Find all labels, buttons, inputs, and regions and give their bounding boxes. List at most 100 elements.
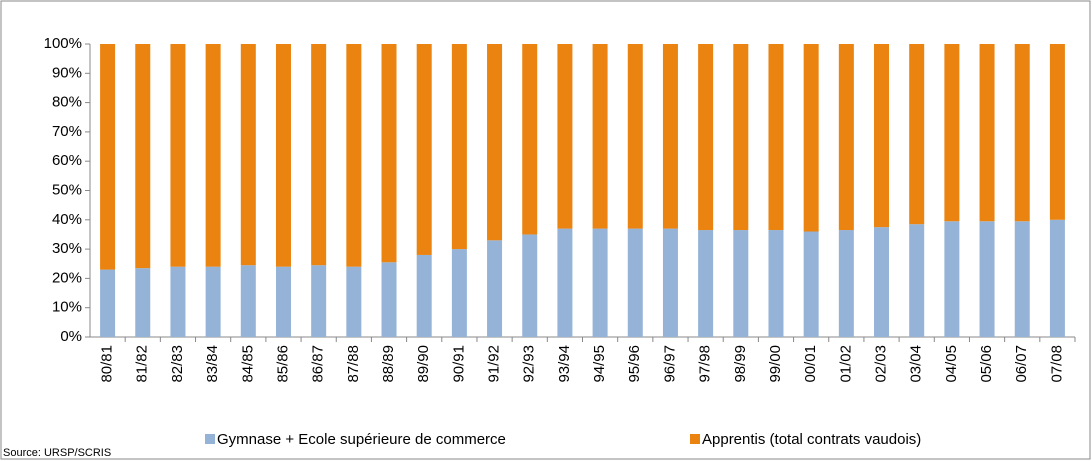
bar-segment — [627, 228, 643, 337]
bar-segment — [768, 44, 784, 231]
x-tick-label: 07/08 — [1048, 345, 1065, 383]
x-tick-label: 01/02 — [837, 345, 854, 383]
bar-segment — [240, 265, 256, 337]
bar-segment — [487, 44, 503, 241]
bar-segment — [627, 44, 643, 229]
x-tick-label: 97/98 — [697, 345, 714, 383]
bar-segment — [240, 44, 256, 266]
x-tick-label: 96/97 — [661, 345, 678, 383]
x-tick-label: 82/83 — [169, 345, 186, 383]
y-tick-label: 80% — [52, 94, 82, 111]
bar-segment — [416, 254, 432, 337]
y-tick-label: 100% — [44, 35, 82, 52]
bar-segment — [874, 227, 890, 337]
x-tick-label: 99/00 — [767, 345, 784, 383]
bar-segment — [346, 44, 362, 267]
bar-segment — [451, 44, 467, 250]
bar-segment — [346, 266, 362, 337]
x-tick-label: 92/93 — [521, 345, 538, 383]
bar-segment — [135, 44, 151, 269]
bar-segment — [451, 249, 467, 337]
bar-segment — [170, 266, 186, 337]
bar-segment — [979, 221, 995, 337]
bar-segment — [416, 44, 432, 255]
bar-segment — [909, 44, 925, 225]
y-tick-label: 40% — [52, 211, 82, 228]
bar-segment — [557, 228, 573, 337]
y-tick-label: 20% — [52, 269, 82, 286]
x-tick-label: 90/91 — [450, 345, 467, 383]
y-tick-label: 30% — [52, 240, 82, 257]
bar-segment — [944, 221, 960, 337]
legend-swatch — [690, 434, 700, 444]
x-tick-label: 06/07 — [1013, 345, 1030, 383]
bar-segment — [275, 266, 291, 337]
bar-segment — [909, 224, 925, 337]
x-tick-label: 04/05 — [943, 345, 960, 383]
x-tick-label: 02/03 — [872, 345, 889, 383]
bar-segment — [803, 231, 819, 337]
y-tick-label: 10% — [52, 299, 82, 316]
bar-segment — [698, 230, 714, 337]
bar-segment — [311, 44, 327, 266]
bar-segment — [662, 44, 678, 229]
bar-segment — [381, 262, 397, 337]
bar-segment — [768, 230, 784, 337]
bar-segment — [100, 269, 116, 337]
bar-segment — [592, 44, 608, 229]
bar-segment — [733, 44, 749, 231]
bar-segment — [838, 230, 854, 337]
x-tick-label: 87/88 — [345, 345, 362, 383]
bar-segment — [592, 228, 608, 337]
x-tick-label: 05/06 — [978, 345, 995, 383]
y-tick-label: 50% — [52, 181, 82, 198]
bar-segment — [662, 228, 678, 337]
source-note: Source: URSP/SCRIS — [3, 447, 111, 459]
bar-segment — [803, 44, 819, 232]
x-tick-label: 91/92 — [486, 345, 503, 383]
bar-segment — [1049, 219, 1065, 337]
bar-segment — [170, 44, 186, 267]
x-tick-label: 94/95 — [591, 345, 608, 383]
bar-segment — [522, 234, 538, 337]
y-tick-label: 70% — [52, 123, 82, 140]
x-tick-label: 83/84 — [204, 345, 221, 383]
x-tick-label: 00/01 — [802, 345, 819, 383]
bar-segment — [874, 44, 890, 228]
bar-segment — [275, 44, 291, 267]
bar-segment — [979, 44, 995, 222]
bar-segment — [698, 44, 714, 231]
bar-segment — [944, 44, 960, 222]
bar-segment — [381, 44, 397, 263]
x-tick-label: 98/99 — [732, 345, 749, 383]
bar-segment — [522, 44, 538, 235]
x-tick-label: 86/87 — [310, 345, 327, 383]
x-tick-label: 89/90 — [415, 345, 432, 383]
bar-segment — [135, 268, 151, 337]
bar-segment — [838, 44, 854, 231]
bar-segment — [205, 44, 221, 267]
bar-segment — [205, 266, 221, 337]
x-tick-label: 95/96 — [626, 345, 643, 383]
y-tick-label: 60% — [52, 152, 82, 169]
x-tick-label: 80/81 — [99, 345, 116, 383]
bar-segment — [1014, 44, 1030, 222]
x-tick-label: 81/82 — [134, 345, 151, 383]
x-tick-label: 88/89 — [380, 345, 397, 383]
x-tick-label: 84/85 — [239, 345, 256, 383]
bar-segment — [100, 44, 116, 270]
y-tick-label: 90% — [52, 64, 82, 81]
x-tick-label: 93/94 — [556, 345, 573, 383]
x-tick-label: 85/86 — [274, 345, 291, 383]
bar-segment — [733, 230, 749, 337]
y-tick-label: 0% — [60, 328, 82, 345]
bar-segment — [557, 44, 573, 229]
legend-label: Gymnase + Ecole supérieure de commerce — [217, 431, 506, 448]
bar-segment — [311, 265, 327, 337]
bar-segment — [487, 240, 503, 337]
bar-segment — [1014, 221, 1030, 337]
legend-label: Apprentis (total contrats vaudois) — [702, 431, 921, 448]
legend-swatch — [205, 434, 215, 444]
x-tick-label: 03/04 — [908, 345, 925, 383]
